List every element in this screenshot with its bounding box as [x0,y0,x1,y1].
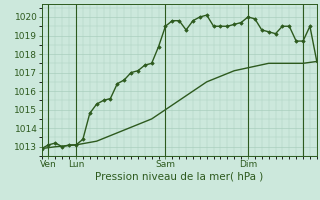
X-axis label: Pression niveau de la mer( hPa ): Pression niveau de la mer( hPa ) [95,172,263,182]
